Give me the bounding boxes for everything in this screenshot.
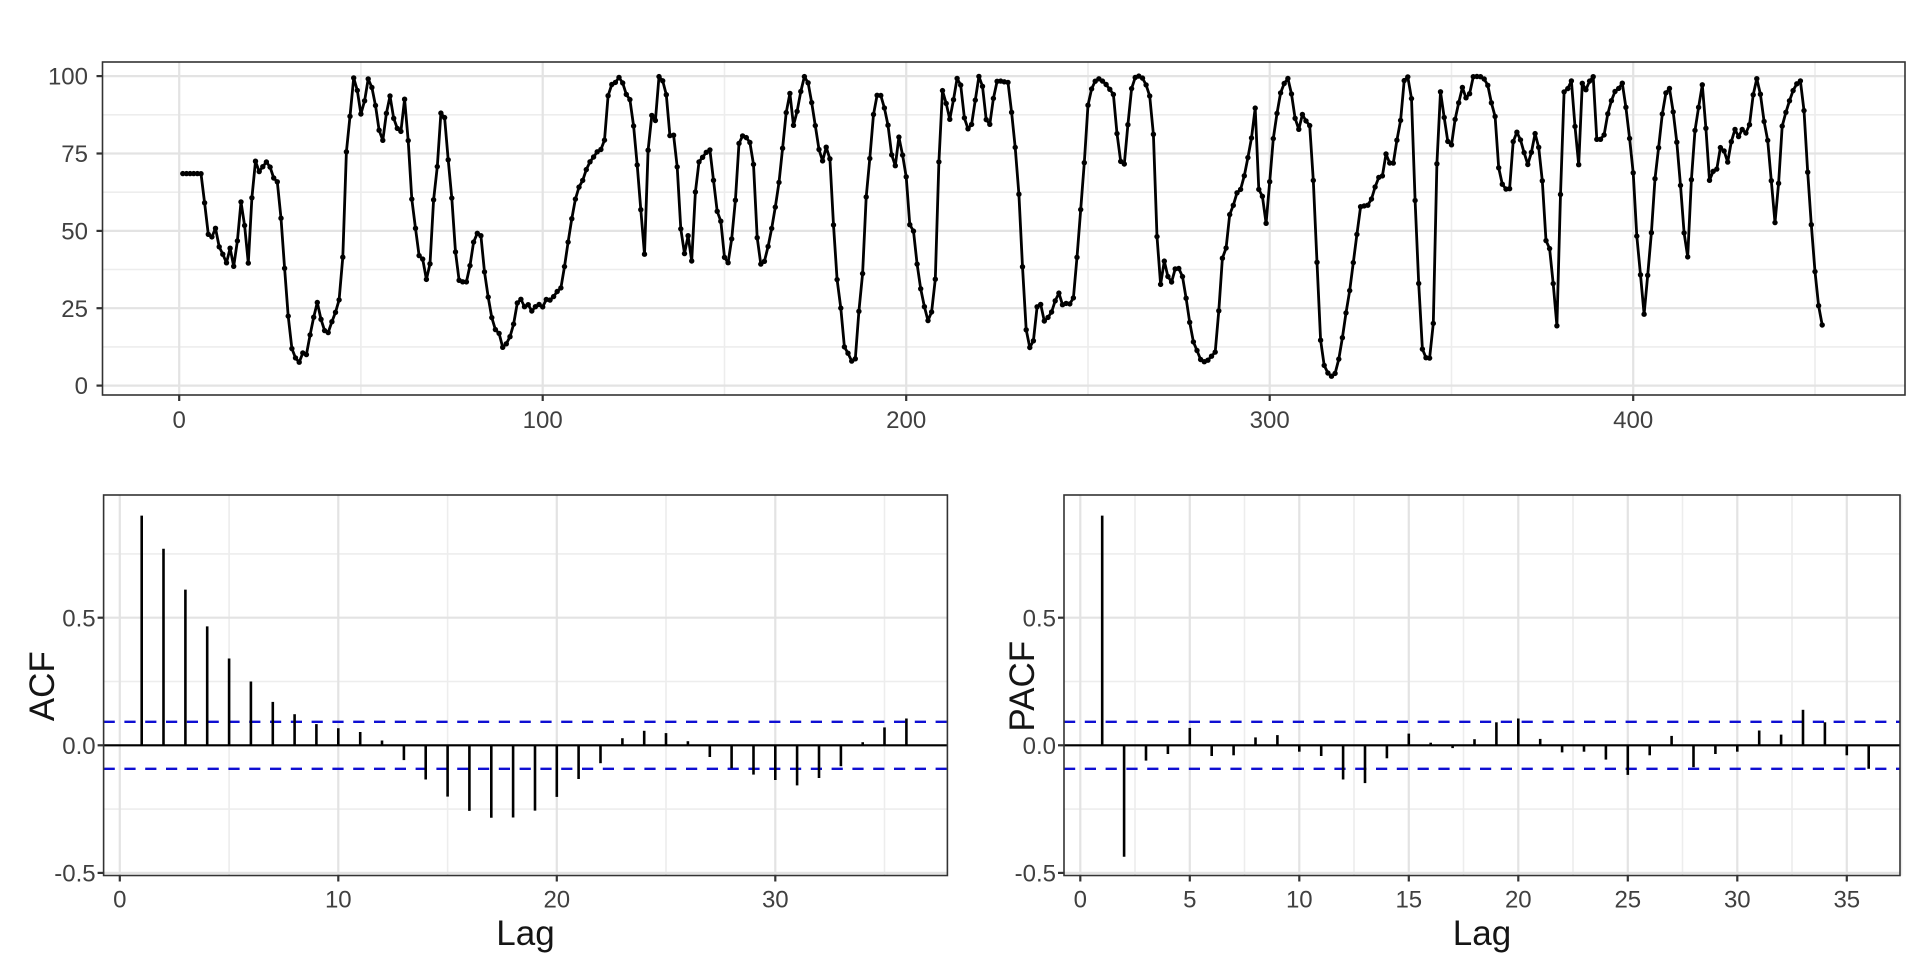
svg-text:100: 100 bbox=[523, 407, 563, 434]
svg-text:PACF: PACF bbox=[1003, 641, 1042, 732]
svg-text:10: 10 bbox=[1286, 887, 1313, 914]
svg-text:-0.5: -0.5 bbox=[54, 861, 95, 888]
svg-text:75: 75 bbox=[61, 141, 88, 168]
svg-text:0.0: 0.0 bbox=[62, 733, 95, 760]
svg-text:30: 30 bbox=[762, 887, 789, 914]
svg-text:5: 5 bbox=[1183, 887, 1196, 914]
svg-text:ACF: ACF bbox=[23, 651, 62, 721]
svg-text:35: 35 bbox=[1833, 887, 1860, 914]
svg-text:0: 0 bbox=[113, 887, 126, 914]
svg-text:100: 100 bbox=[48, 64, 88, 91]
svg-text:50: 50 bbox=[61, 219, 88, 246]
svg-text:25: 25 bbox=[1614, 887, 1641, 914]
svg-text:0.0: 0.0 bbox=[1023, 733, 1056, 760]
svg-text:10: 10 bbox=[325, 887, 352, 914]
svg-text:0: 0 bbox=[173, 407, 186, 434]
svg-text:20: 20 bbox=[1505, 887, 1532, 914]
svg-text:0.5: 0.5 bbox=[1023, 605, 1056, 632]
svg-text:0: 0 bbox=[75, 373, 88, 400]
svg-text:200: 200 bbox=[886, 407, 926, 434]
svg-text:25: 25 bbox=[61, 296, 88, 323]
svg-text:300: 300 bbox=[1250, 407, 1290, 434]
svg-text:-0.5: -0.5 bbox=[1015, 861, 1056, 888]
svg-text:15: 15 bbox=[1395, 887, 1422, 914]
svg-text:Lag: Lag bbox=[496, 914, 554, 953]
svg-text:0: 0 bbox=[1074, 887, 1087, 914]
svg-text:20: 20 bbox=[543, 887, 570, 914]
svg-text:400: 400 bbox=[1613, 407, 1653, 434]
svg-text:30: 30 bbox=[1724, 887, 1751, 914]
svg-text:Lag: Lag bbox=[1453, 914, 1511, 953]
svg-text:0.5: 0.5 bbox=[62, 605, 95, 632]
